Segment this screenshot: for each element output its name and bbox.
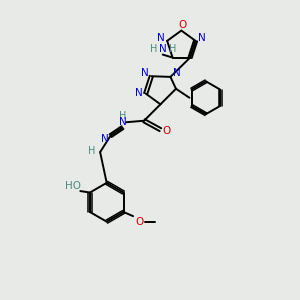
Text: N: N bbox=[135, 88, 142, 98]
Text: O: O bbox=[162, 126, 170, 136]
Text: H: H bbox=[119, 111, 126, 121]
Text: N: N bbox=[159, 44, 167, 54]
Text: N: N bbox=[198, 34, 206, 44]
Text: H: H bbox=[88, 146, 95, 156]
Text: HO: HO bbox=[64, 181, 81, 191]
Text: H: H bbox=[150, 44, 158, 54]
Text: N: N bbox=[119, 117, 126, 127]
Text: H: H bbox=[169, 44, 176, 54]
Text: N: N bbox=[157, 34, 164, 44]
Text: N: N bbox=[101, 134, 109, 144]
Text: N: N bbox=[172, 68, 180, 78]
Text: O: O bbox=[178, 20, 186, 31]
Text: N: N bbox=[142, 68, 149, 78]
Text: O: O bbox=[136, 217, 144, 226]
